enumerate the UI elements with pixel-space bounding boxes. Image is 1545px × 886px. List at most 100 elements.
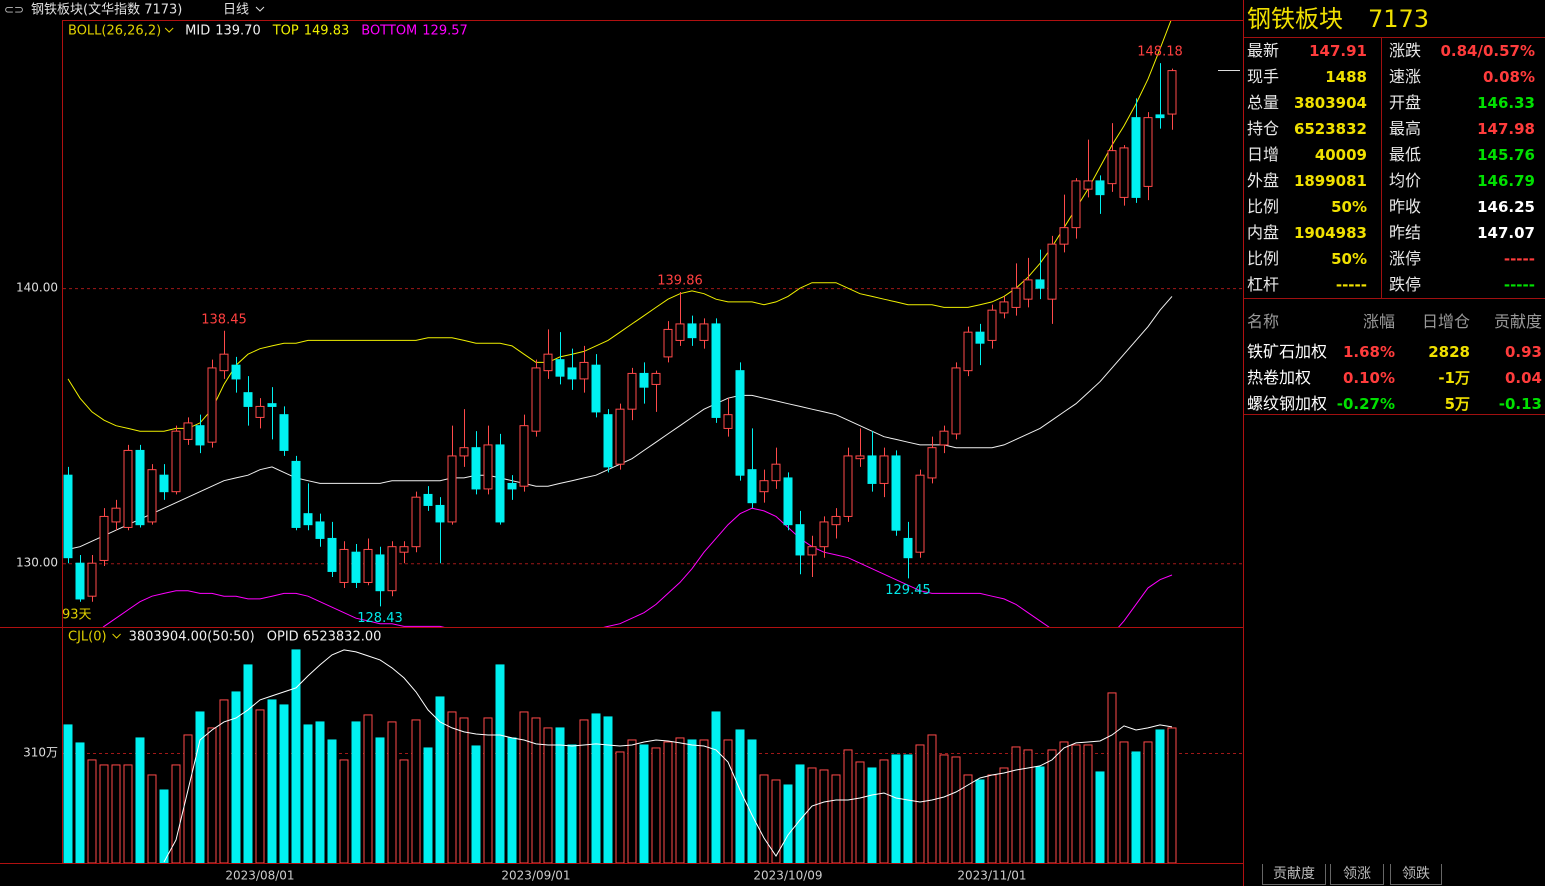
candle-body — [543, 353, 553, 372]
candle-body — [255, 405, 265, 418]
volume-bar — [915, 744, 925, 863]
tab[interactable]: 领跌 — [1390, 864, 1442, 885]
volume-bar — [291, 649, 301, 863]
volume-bar — [1023, 749, 1033, 863]
period-label: 93天 — [62, 608, 92, 623]
column-header: 贡献度 — [1493, 312, 1542, 331]
tab[interactable]: 领涨 — [1330, 864, 1384, 885]
candle-body — [663, 328, 673, 358]
quote-label: 最高 — [1389, 119, 1422, 138]
volume-bar — [507, 737, 517, 863]
candle-body — [939, 430, 949, 446]
volume-bar — [399, 759, 409, 863]
candle-body — [531, 367, 541, 432]
volume-bar — [471, 745, 481, 863]
volume-bar — [1047, 749, 1057, 863]
candle-body — [603, 414, 613, 468]
candle-body — [1143, 117, 1153, 187]
volume-bar — [627, 739, 637, 863]
column-header: 日增仓 — [1421, 312, 1470, 331]
candle-body — [867, 455, 877, 484]
volume-bar — [711, 711, 721, 863]
candle-body — [495, 444, 505, 523]
candle-body — [843, 455, 853, 517]
candle-body — [903, 537, 913, 559]
boll-line — [102, 507, 1173, 627]
header-title: 钢铁板块(文华指数 7173) — [31, 3, 182, 18]
dropdown-caret — [164, 27, 174, 33]
volume-bar — [783, 784, 793, 863]
volume-bar — [135, 737, 145, 863]
volume-bar — [663, 741, 673, 863]
candle-body — [699, 323, 709, 341]
separator — [1244, 414, 1545, 415]
volume-bar — [243, 664, 253, 863]
member-cell: 5万 — [1444, 395, 1470, 413]
candle-body — [687, 323, 697, 339]
volume-bar — [591, 713, 601, 863]
quote-label: 均价 — [1389, 171, 1422, 190]
candle-body — [123, 449, 133, 528]
candle-body — [1155, 114, 1165, 119]
quote-label: 昨结 — [1389, 223, 1422, 242]
candle-body — [195, 425, 205, 446]
volume-bar — [699, 739, 709, 863]
quote-label: 最新 — [1247, 41, 1280, 60]
candle-body — [831, 515, 841, 526]
candle-body — [279, 414, 289, 451]
candle-body — [519, 425, 529, 487]
candle-body — [111, 507, 121, 523]
candle-body — [1023, 279, 1033, 300]
candle-body — [363, 548, 373, 583]
volume-bar — [255, 709, 265, 863]
volume-bar — [903, 754, 913, 863]
volume-bar — [1035, 766, 1045, 863]
legend-name: TOP — [272, 24, 299, 39]
quote-value: 0.84/0.57% — [1440, 42, 1535, 60]
volume-bar — [387, 721, 397, 863]
candle-body — [63, 474, 73, 559]
volume-bar — [183, 734, 193, 863]
volume-bar — [1095, 771, 1105, 863]
volume-bar — [195, 711, 205, 863]
x-tick-label: 2023/09/01 — [501, 869, 570, 883]
candle-body — [87, 562, 97, 597]
candle-body — [399, 546, 409, 553]
candle-body — [1119, 147, 1129, 198]
quote-value: 1899081 — [1293, 172, 1367, 190]
candle-body — [339, 548, 349, 583]
candle-body — [303, 513, 313, 526]
candle-body — [987, 309, 997, 341]
tab[interactable]: 贡献度 — [1262, 864, 1326, 885]
high-label: 138.45 — [201, 312, 247, 327]
legend-value: 149.83 — [304, 24, 350, 39]
candle-body — [243, 392, 253, 407]
volume-bar — [231, 691, 241, 863]
volume-bar — [459, 717, 469, 863]
volume-bar — [615, 751, 625, 863]
candle-body — [627, 372, 637, 410]
candle-body — [783, 477, 793, 526]
quote-label: 最低 — [1389, 145, 1422, 164]
volume-bar — [867, 767, 877, 863]
candle-body — [159, 474, 169, 493]
candle-body — [1047, 243, 1057, 300]
high-label: 148.18 — [1137, 45, 1183, 60]
quote-label: 现手 — [1247, 67, 1280, 86]
candle-body — [1131, 117, 1141, 198]
period-selector[interactable]: 日线 — [223, 3, 249, 18]
member-cell: 1.68% — [1342, 343, 1395, 361]
member-cell: -1万 — [1438, 369, 1470, 387]
volume-bar — [423, 747, 433, 863]
candle-body — [615, 408, 625, 465]
volume-bar — [831, 774, 841, 863]
volume-bar — [795, 764, 805, 863]
quote-label: 杠杆 — [1247, 275, 1280, 294]
legend-name: MID — [185, 24, 210, 39]
dropdown-caret[interactable] — [255, 6, 265, 12]
separator — [1381, 37, 1382, 298]
quote-label: 涨跌 — [1389, 41, 1422, 60]
volume-bar — [1071, 744, 1081, 863]
candle-body — [735, 370, 745, 476]
